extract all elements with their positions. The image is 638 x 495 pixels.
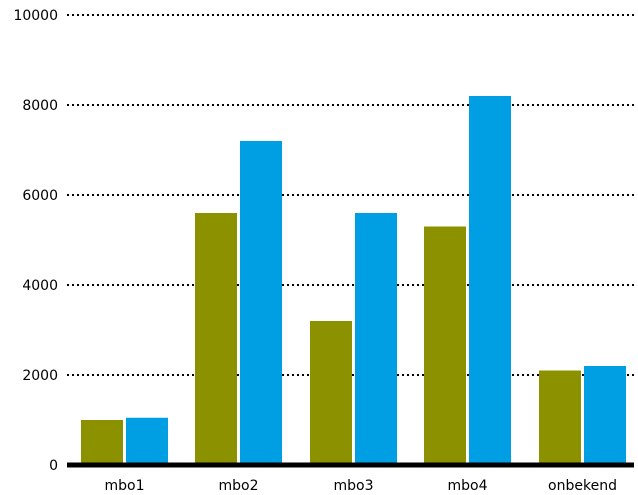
bar-mbo3-series-2 [355, 213, 397, 465]
y-tick-label-4000: 4000 [22, 278, 58, 294]
bar-onbekend-series-1 [539, 370, 581, 465]
bar-mbo2-series-1 [195, 213, 237, 465]
x-tick-label-mbo4: mbo4 [448, 478, 488, 494]
x-tick-label-mbo2: mbo2 [219, 478, 259, 494]
y-tick-label-0: 0 [49, 458, 58, 474]
y-tick-label-10000: 10000 [13, 8, 58, 24]
x-tick-label-mbo1: mbo1 [105, 478, 145, 494]
bar-mbo2-series-2 [240, 141, 282, 465]
x-tick-label-mbo3: mbo3 [334, 478, 374, 494]
bar-mbo4-series-1 [424, 226, 466, 465]
y-tick-label-2000: 2000 [22, 368, 58, 384]
bars [81, 96, 626, 465]
bar-mbo4-series-2 [469, 96, 511, 465]
x-tick-label-onbekend: onbekend [548, 478, 617, 494]
y-axis-tick-labels: 0 2000 4000 6000 8000 10000 [13, 8, 58, 474]
x-axis-tick-labels: mbo1 mbo2 mbo3 mbo4 onbekend [105, 478, 617, 494]
bar-mbo3-series-1 [310, 321, 352, 465]
bar-mbo1-series-1 [81, 420, 123, 465]
bar-onbekend-series-2 [584, 366, 626, 465]
y-tick-label-6000: 6000 [22, 188, 58, 204]
bar-mbo1-series-2 [126, 417, 168, 465]
y-tick-label-8000: 8000 [22, 98, 58, 114]
